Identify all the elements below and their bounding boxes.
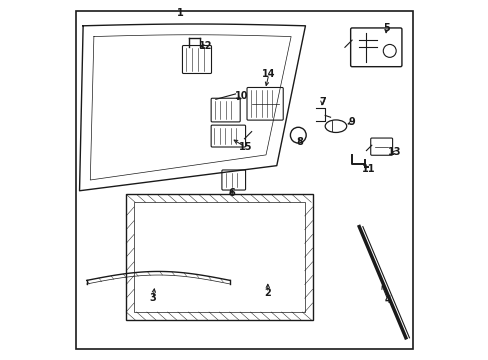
Text: 5: 5 <box>383 23 389 33</box>
Text: 14: 14 <box>262 69 275 79</box>
Text: 1: 1 <box>176 8 183 18</box>
Text: 8: 8 <box>296 138 303 147</box>
Text: 13: 13 <box>387 147 400 157</box>
Text: 2: 2 <box>264 288 271 298</box>
Text: 7: 7 <box>318 97 325 107</box>
Text: 9: 9 <box>348 117 355 127</box>
Text: 3: 3 <box>149 293 156 303</box>
Text: 12: 12 <box>199 41 212 51</box>
Text: 10: 10 <box>235 91 248 101</box>
Text: 4: 4 <box>384 295 390 305</box>
Text: 15: 15 <box>238 142 251 152</box>
Text: 6: 6 <box>228 188 235 198</box>
Text: 11: 11 <box>361 164 374 174</box>
